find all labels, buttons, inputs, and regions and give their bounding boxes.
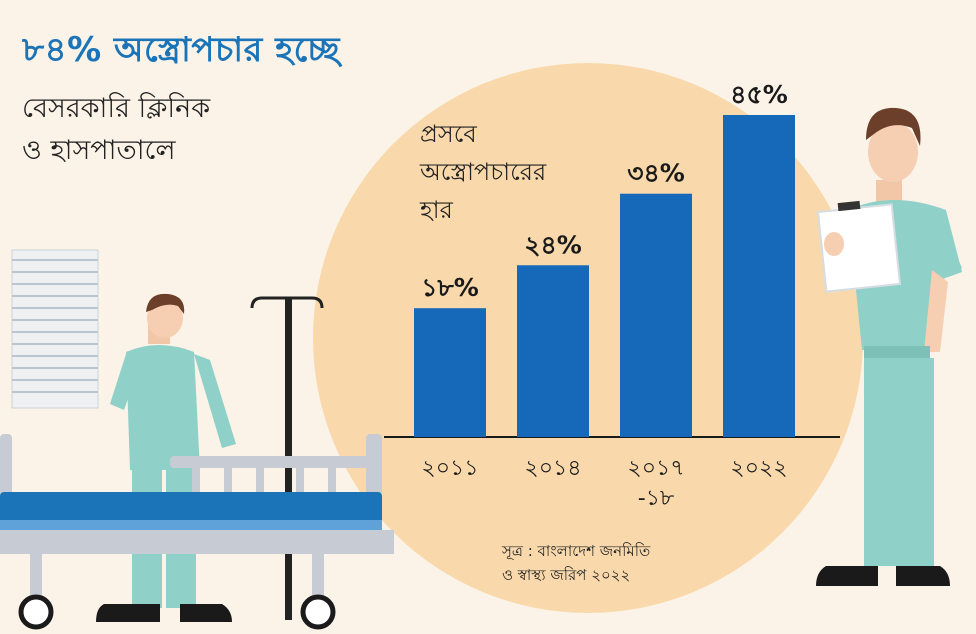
category-label-2-line-1: -১৮ [638, 486, 675, 511]
subtitle-line-1: বেসরকারি ক্লিনিক [22, 93, 211, 124]
hospital-bed-icon [0, 434, 394, 630]
category-label-2: ২০১৭ [627, 456, 684, 481]
doctor-icon [816, 107, 962, 586]
bar-2 [620, 193, 692, 437]
bar-3 [723, 115, 795, 437]
bar-1 [517, 265, 589, 437]
clipboard-icon [816, 200, 902, 293]
bar-chart: ১৮% ২০১১ ২৪% ২০১৪ ৩৪% ২০১৭ -১৮ ৪৫% ২০২২ [384, 80, 840, 511]
chart-title-line-1: প্রসবে [420, 120, 477, 148]
value-label-2: ৩৪% [627, 159, 685, 188]
category-label-3: ২০২২ [730, 456, 787, 481]
value-label-1: ২৪% [524, 230, 582, 259]
source-line-2: ও স্বাস্থ্য জরিপ ২০২২ [502, 566, 631, 584]
bar-0 [414, 308, 486, 437]
category-label-1: ২০১৪ [524, 456, 581, 481]
subtitle-line-2: ও হাসপাতালে [22, 135, 176, 166]
source-line-1: সূত্র : বাংলাদেশ জনমিতি [502, 542, 651, 560]
chart-title-line-3: হার [420, 196, 453, 224]
category-label-0: ২০১১ [421, 456, 478, 481]
chart-title-line-2: অস্ত্রোপচারের [420, 158, 547, 186]
headline: ৮৪% অস্ত্রোপচার হচ্ছে [22, 30, 340, 70]
window-blind-icon [11, 249, 99, 409]
value-label-0: ১৮% [421, 273, 479, 302]
value-label-3: ৪৫% [730, 80, 788, 109]
